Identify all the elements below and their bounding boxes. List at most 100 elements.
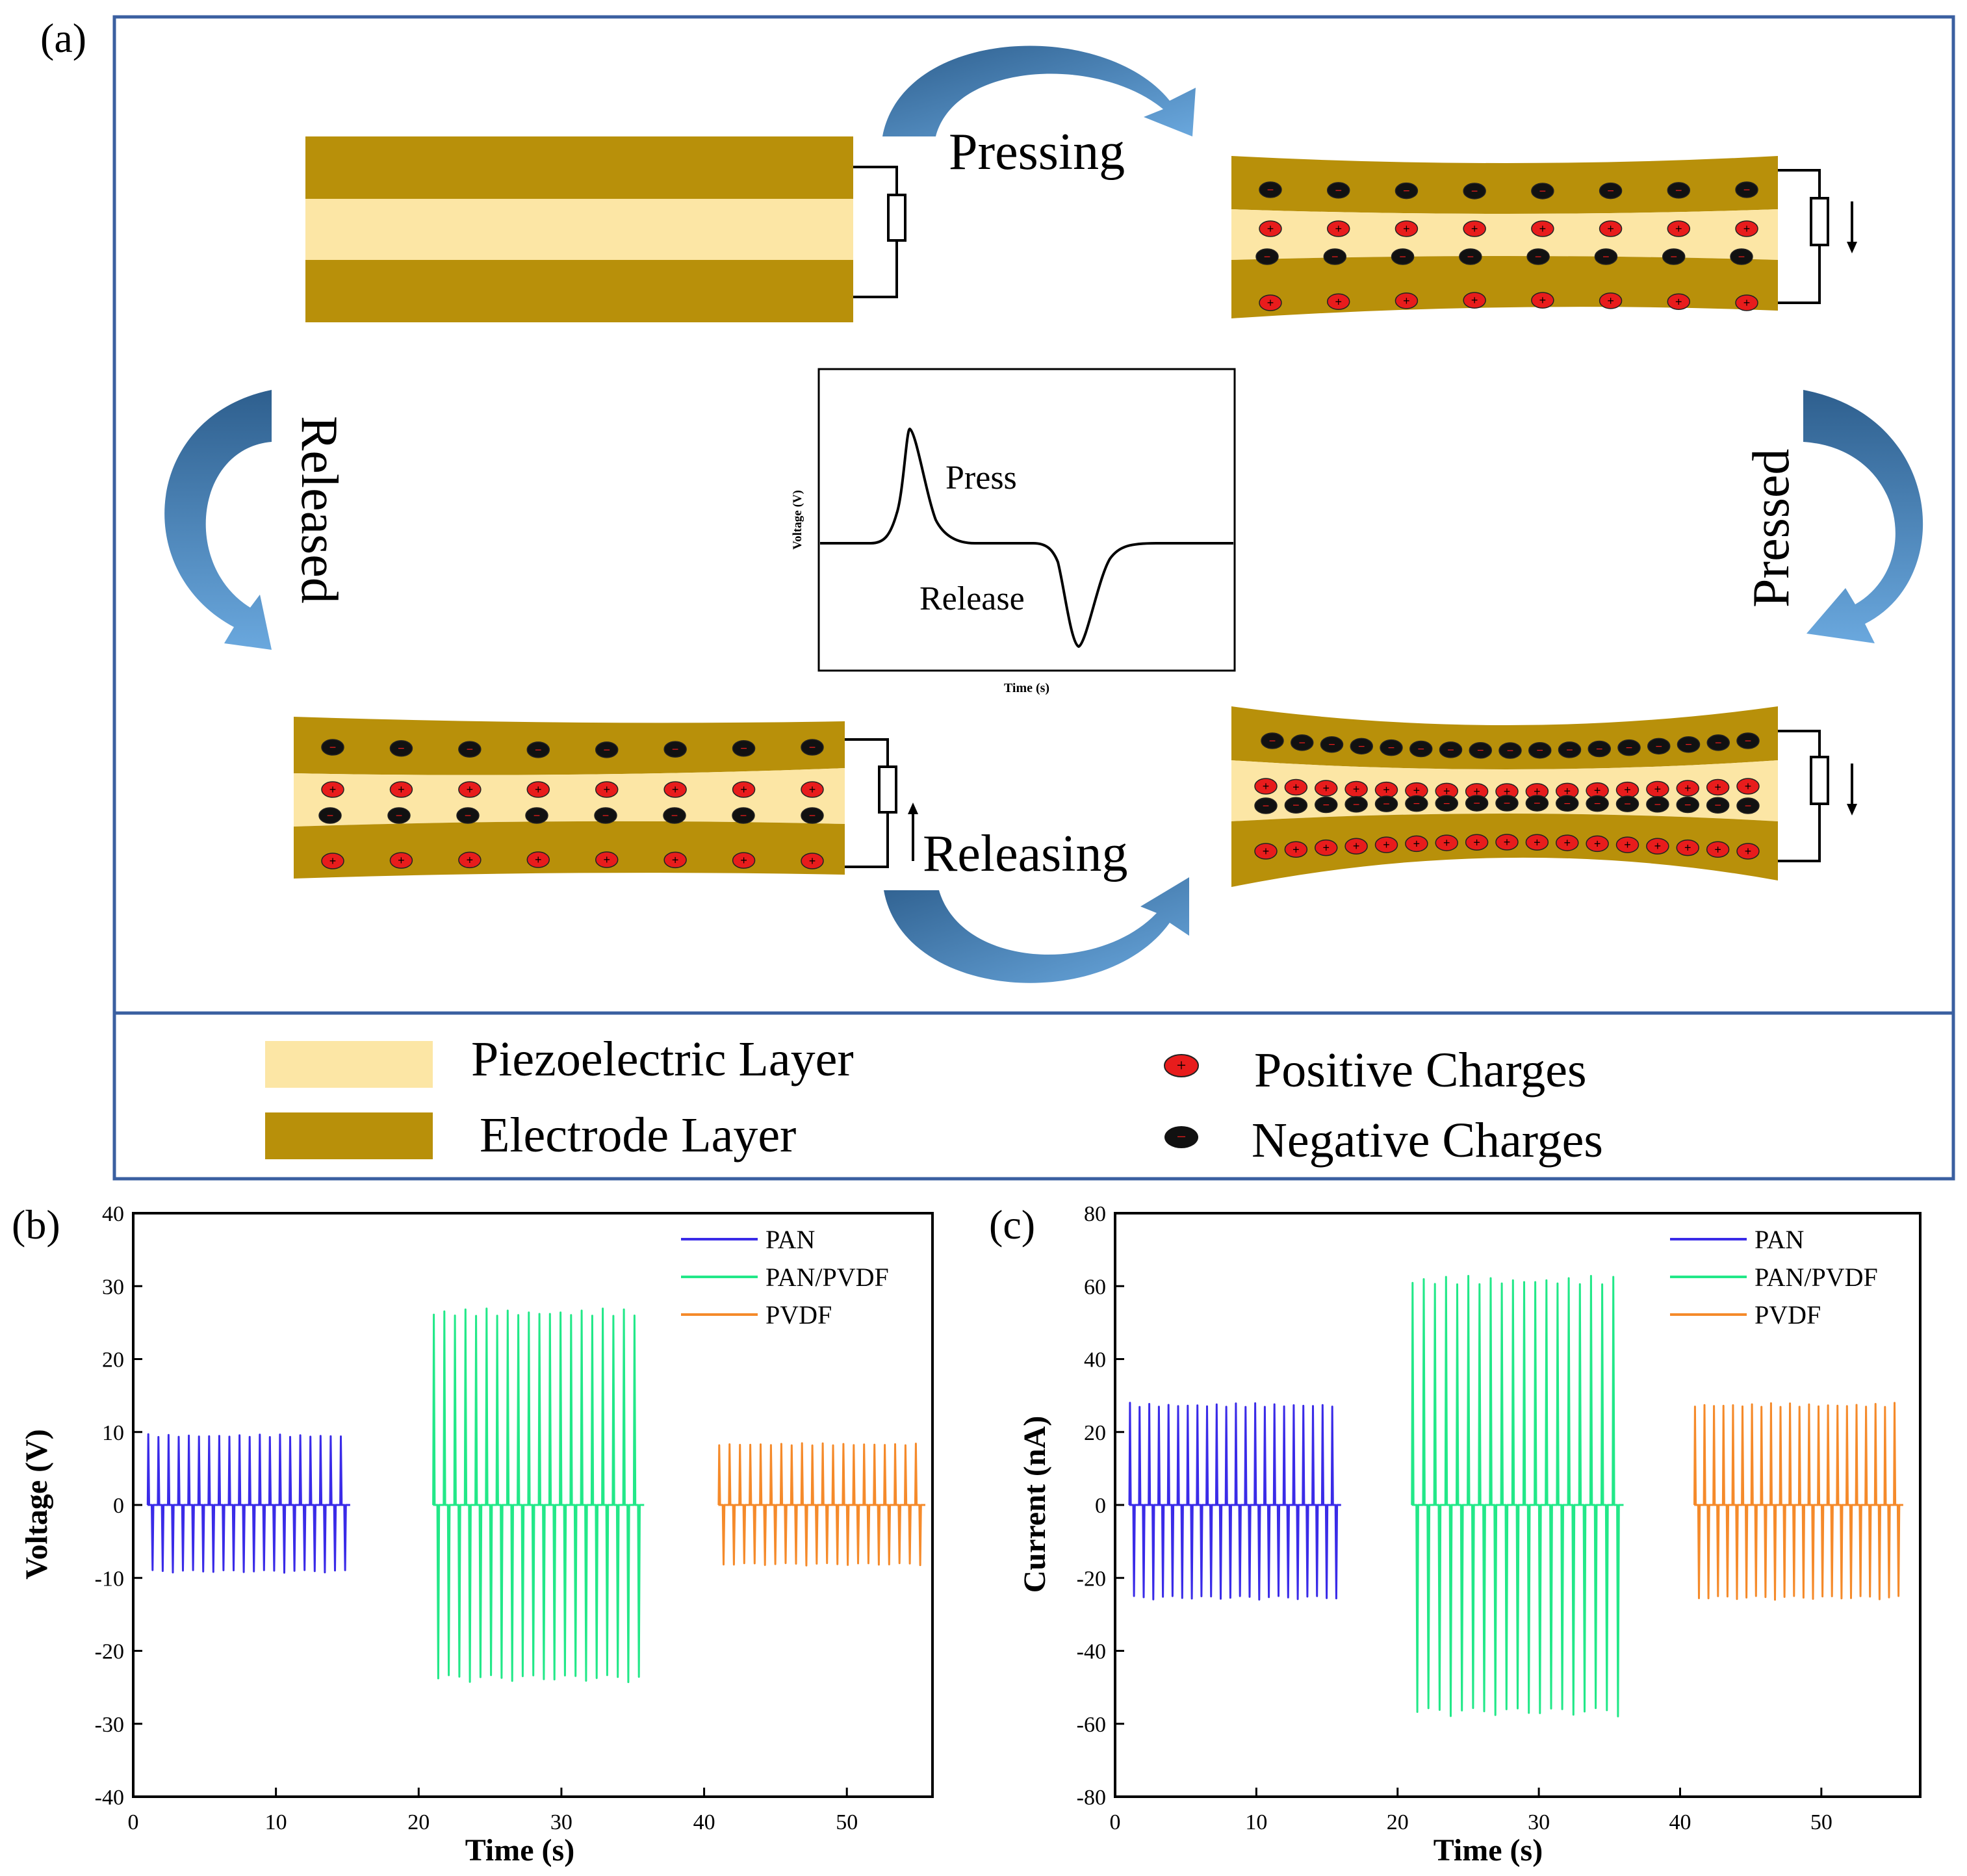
positive-charge-icon: + xyxy=(1736,778,1760,795)
svg-text:+: + xyxy=(1745,845,1752,858)
voltage-chart: (b) Voltage (V) Time (s) 0 10 20 30 40 50 -40 -… xyxy=(12,1201,934,1868)
positive-charge-icon: + xyxy=(732,781,756,798)
svg-text:+: + xyxy=(1292,781,1300,794)
svg-text:+: + xyxy=(1675,295,1682,308)
positive-charge-icon: + xyxy=(1495,834,1519,851)
svg-text:+: + xyxy=(535,783,542,796)
negative-charge-icon: − xyxy=(1435,795,1458,812)
svg-text:−: − xyxy=(1738,250,1745,263)
resistor-icon xyxy=(1810,197,1829,246)
svg-text:+: + xyxy=(1263,780,1270,793)
negative-charge-icon: − xyxy=(1615,795,1639,812)
svg-text:−: − xyxy=(1596,742,1603,755)
positive-charge-icon: + xyxy=(595,851,619,868)
svg-text:+: + xyxy=(1654,782,1662,795)
electrode-swatch xyxy=(265,1112,433,1159)
svg-text:+: + xyxy=(1534,836,1541,849)
svg-text:−: − xyxy=(1322,798,1330,811)
svg-text:−: − xyxy=(1684,798,1691,811)
negative-charge-icon: − xyxy=(1730,248,1753,265)
svg-text:+: + xyxy=(1443,784,1450,797)
negative-charge-icon: − xyxy=(1588,740,1611,758)
y-tick-label: -20 xyxy=(1077,1567,1106,1591)
chart-c-x-axis-label: Time (s) xyxy=(1433,1833,1543,1868)
negative-charge-icon: − xyxy=(525,807,548,824)
svg-text:−: − xyxy=(1335,184,1342,197)
piezo-layer xyxy=(294,768,845,827)
series-line-pan xyxy=(146,1433,350,1574)
negative-charge-icon: − xyxy=(1374,795,1398,812)
svg-text:+: + xyxy=(740,783,747,796)
resistor-icon xyxy=(878,765,897,814)
svg-text:−: − xyxy=(1447,743,1454,756)
negative-charge-icon: − xyxy=(456,807,480,824)
positive-charge-icon: + xyxy=(1706,778,1730,796)
svg-text:+: + xyxy=(1413,784,1421,797)
positive-charge-icon: + xyxy=(1254,778,1278,795)
svg-text:−: − xyxy=(1264,250,1271,263)
svg-text:−: − xyxy=(1507,744,1514,757)
top-electrode xyxy=(1231,156,1778,214)
svg-text:−: − xyxy=(1388,741,1395,754)
svg-text:−: − xyxy=(1292,799,1300,812)
svg-text:+: + xyxy=(1714,781,1721,794)
positive-charge-icon: + xyxy=(321,853,344,869)
legend-label: PVDF xyxy=(1755,1300,1821,1330)
positive-charge-icon: + xyxy=(1463,292,1486,309)
positive-charge-icon: + xyxy=(1374,781,1398,799)
svg-text:+: + xyxy=(1263,845,1270,858)
svg-text:+: + xyxy=(1292,843,1300,856)
top-electrode xyxy=(305,136,853,199)
positive-charge-icon: + xyxy=(1374,836,1398,853)
svg-text:−: − xyxy=(1504,797,1511,810)
chart-b-x-axis-label: Time (s) xyxy=(465,1833,574,1868)
negative-charge-icon: − xyxy=(1735,181,1758,198)
releasing-label: Releasing xyxy=(923,825,1127,882)
positive-charge-icon: + xyxy=(1735,220,1758,237)
positive-charge-icon: + xyxy=(1676,780,1699,797)
positive-charge-icon: + xyxy=(801,853,824,869)
y-tick-label: 0 xyxy=(113,1494,124,1518)
positive-charge-icon: + xyxy=(321,781,344,798)
negative-charge-icon: − xyxy=(1465,795,1489,812)
svg-text:+: + xyxy=(1383,784,1390,797)
negative-charge-icon: − xyxy=(1380,739,1403,756)
svg-text:−: − xyxy=(1399,250,1406,263)
positive-charge-icon: + xyxy=(1706,841,1730,858)
inset-voltage-trace xyxy=(820,427,1233,649)
negative-legend-label: Negative Charges xyxy=(1252,1113,1603,1168)
positive-charge-icon: + xyxy=(663,851,687,869)
positive-charge-icon: + xyxy=(1463,220,1486,237)
pressing-cycle-arrow-icon xyxy=(882,45,1196,136)
positive-charge-symbol: + xyxy=(1177,1056,1187,1075)
svg-text:+: + xyxy=(1473,836,1480,849)
x-tick-label: 40 xyxy=(693,1810,715,1834)
positive-charge-icon: + xyxy=(801,781,824,798)
negative-charge-icon: − xyxy=(594,807,617,824)
positive-charge-icon: + xyxy=(1556,834,1579,851)
positive-charge-icon: + xyxy=(1326,220,1350,237)
svg-text:−: − xyxy=(1413,797,1421,810)
x-tick-label: 30 xyxy=(550,1810,572,1834)
wire xyxy=(1778,245,1821,304)
piezo-legend-label: Piezoelectric Layer xyxy=(471,1032,854,1086)
positive-charge-icon: + xyxy=(1395,220,1419,237)
positive-charge-icon: + xyxy=(389,852,413,869)
svg-text:+: + xyxy=(1403,294,1410,307)
negative-charge-icon: − xyxy=(801,807,824,824)
negative-charge-icon: − xyxy=(1391,248,1415,265)
negative-charge-icon: − xyxy=(1706,734,1730,751)
charge-markers: − − − − − − − − − − − − − − − − −+ + + + + + + + + + + + + + + + +− − − − − −… xyxy=(1254,732,1760,860)
positive-charge-icon: + xyxy=(1395,292,1419,309)
negative-charge-icon: − xyxy=(1350,738,1373,755)
svg-text:−: − xyxy=(1358,739,1365,752)
svg-text:−: − xyxy=(1353,798,1360,811)
negative-charge-icon: − xyxy=(526,741,550,758)
positive-charge-icon: + xyxy=(1599,292,1623,309)
positive-charge-icon: + xyxy=(1735,294,1758,311)
svg-text:−: − xyxy=(1443,797,1450,810)
released-cycle-arrow-icon xyxy=(164,390,272,650)
svg-text:+: + xyxy=(1539,294,1547,307)
negative-charge-icon: − xyxy=(1469,741,1492,759)
y-tick-label: -20 xyxy=(95,1640,124,1664)
